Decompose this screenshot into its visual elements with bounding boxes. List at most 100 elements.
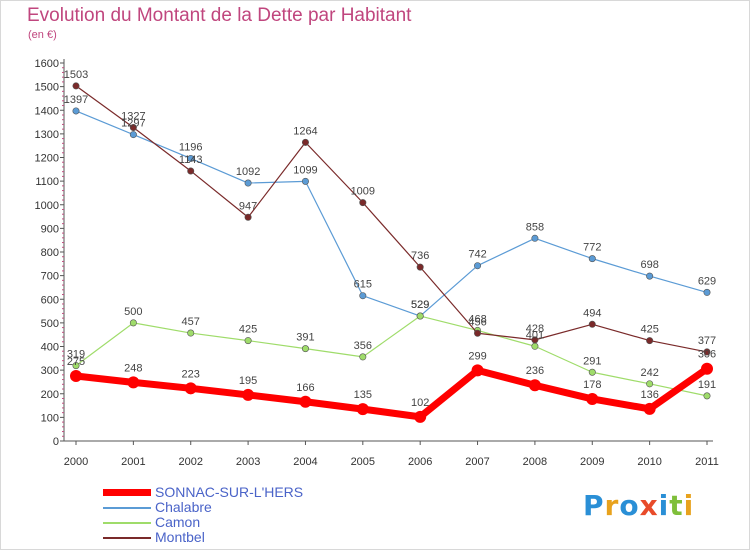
data-point	[70, 370, 82, 383]
data-point	[646, 380, 654, 388]
data-point	[701, 362, 713, 375]
data-label: 1297	[121, 118, 145, 130]
series-line	[75, 110, 708, 317]
logo-letter: P	[583, 489, 605, 522]
legend-swatch	[103, 537, 151, 539]
data-label: 494	[583, 307, 601, 319]
y-tick-label: 1300	[35, 129, 59, 141]
data-point	[359, 292, 367, 300]
legend-label: Camon	[155, 514, 201, 530]
data-point	[703, 392, 711, 400]
x-tick-label: 2007	[465, 456, 489, 468]
data-label: 529	[411, 299, 429, 311]
x-tick-label: 2002	[178, 456, 202, 468]
data-point	[72, 107, 80, 115]
data-point	[129, 123, 137, 131]
y-tick-label: 600	[41, 294, 59, 306]
data-label: 629	[698, 275, 716, 287]
series-camon	[72, 312, 711, 400]
data-label: 698	[640, 259, 658, 271]
data-label: 319	[67, 349, 85, 361]
data-point	[414, 410, 427, 423]
data-label: 468	[468, 313, 486, 325]
y-tick-label: 800	[41, 247, 59, 259]
data-label: 401	[526, 329, 544, 341]
legend-label: Chalabre	[155, 499, 212, 515]
data-point	[301, 138, 309, 146]
series-montbel	[72, 82, 711, 356]
data-point	[531, 336, 539, 344]
data-point	[299, 395, 312, 408]
series-layer	[70, 82, 713, 423]
data-label: 615	[354, 279, 372, 291]
y-tick-label: 100	[41, 412, 59, 424]
data-label: 191	[698, 379, 716, 391]
data-label: 1327	[121, 110, 145, 122]
y-tick-label: 0	[53, 436, 59, 448]
data-point	[586, 392, 599, 405]
data-point	[72, 82, 80, 90]
data-point	[187, 329, 195, 337]
data-point	[531, 234, 539, 242]
logo-letter: x	[639, 489, 659, 522]
logo-letter: r	[604, 489, 620, 522]
data-label: 1264	[293, 125, 317, 137]
data-label: 428	[526, 323, 544, 335]
logo-letter: i	[683, 489, 695, 522]
legend-swatch	[103, 489, 151, 496]
data-label: 377	[698, 335, 716, 347]
data-label: 425	[640, 324, 658, 336]
x-tick-label: 2001	[121, 456, 145, 468]
y-tick-label: 1600	[35, 58, 59, 70]
series-line	[75, 315, 708, 397]
data-label: 178	[583, 379, 601, 391]
x-tick-label: 2006	[408, 456, 432, 468]
series-line	[72, 365, 711, 421]
legend-swatch	[103, 522, 151, 524]
data-point	[528, 379, 541, 392]
data-point	[242, 388, 255, 401]
data-point	[646, 337, 654, 345]
data-label: 457	[182, 316, 200, 328]
data-label: 1099	[293, 164, 317, 176]
x-tick-label: 2005	[351, 456, 375, 468]
y-tick-label: 200	[41, 389, 59, 401]
proxiti-logo: Proxiti	[583, 489, 694, 522]
legend-swatch	[103, 507, 151, 509]
logo-letter: t	[669, 489, 684, 522]
data-label: 356	[354, 340, 372, 352]
x-tick-label: 2000	[64, 456, 88, 468]
data-label: 736	[411, 250, 429, 262]
data-label: 1092	[236, 166, 260, 178]
y-tick-label: 1100	[35, 176, 59, 188]
x-tick-label: 2010	[637, 456, 661, 468]
data-point	[301, 345, 309, 353]
data-label: 1503	[64, 69, 88, 81]
data-label: 236	[526, 365, 544, 377]
logo-letter: o	[619, 489, 640, 522]
data-point	[301, 177, 309, 185]
data-point	[244, 213, 252, 221]
data-point	[474, 262, 482, 270]
data-point	[588, 255, 596, 263]
data-label: 947	[239, 200, 257, 212]
data-point	[531, 342, 539, 350]
data-label: 136	[640, 389, 658, 401]
data-point	[129, 131, 137, 139]
data-point	[588, 368, 596, 376]
y-tick-label: 700	[41, 271, 59, 283]
data-label: 299	[468, 350, 486, 362]
data-label: 242	[640, 367, 658, 379]
data-point	[588, 320, 596, 328]
legend-label: Montbel	[155, 529, 205, 545]
chart-axes: 0 100 200 300 400 500 600 700 800 900 1000 1100 1200…	[35, 58, 719, 468]
data-label: 529	[411, 299, 429, 311]
data-point	[703, 288, 711, 296]
y-tick-label: 1200	[35, 153, 59, 165]
data-point	[703, 348, 711, 356]
data-point	[72, 362, 80, 370]
data-label: 742	[468, 249, 486, 261]
data-label: 858	[526, 221, 544, 233]
data-point	[244, 179, 252, 187]
